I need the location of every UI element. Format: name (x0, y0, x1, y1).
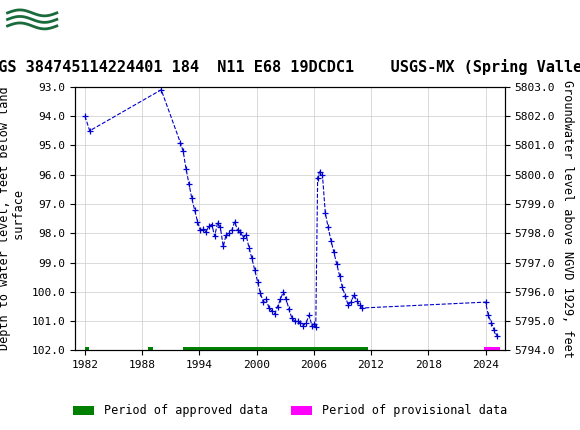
Text: USGS 384745114224401 184  N11 E68 19DCDC1    USGS-MX (Spring Valley): USGS 384745114224401 184 N11 E68 19DCDC1… (0, 59, 580, 75)
Legend: Period of approved data, Period of provisional data: Period of approved data, Period of provi… (68, 399, 512, 422)
Bar (5, 3, 60, 32)
Text: USGS: USGS (67, 8, 130, 28)
Y-axis label: Depth to water level, feet below land
 surface: Depth to water level, feet below land su… (0, 87, 26, 350)
Y-axis label: Groundwater level above NGVD 1929, feet: Groundwater level above NGVD 1929, feet (561, 80, 574, 358)
